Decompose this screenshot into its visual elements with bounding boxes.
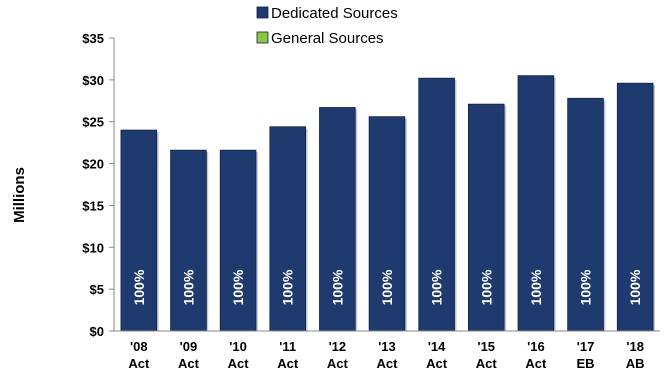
bar-dedicated-sources xyxy=(170,149,207,332)
bar-data-label: 100% xyxy=(180,269,196,305)
x-tick-label-type: Act xyxy=(128,356,150,371)
x-tick-label-year: '18 xyxy=(626,339,644,354)
y-tick-label: $15 xyxy=(82,198,104,213)
x-axis: '08 Act '09 Act '10 Act '11 Act '12 Act '13 Act '14 A… xyxy=(114,330,660,371)
y-tick-label: $0 xyxy=(90,324,104,339)
x-tick-label-year: '09 xyxy=(180,339,198,354)
bar-dedicated-sources xyxy=(468,103,505,332)
bar-data-label: 100% xyxy=(627,269,643,305)
bars: 100% 100% 100% 100% 100% 100% 100% 100% 100% 100%… xyxy=(120,75,656,332)
x-tick-label-type: EB xyxy=(577,356,595,371)
y-tick-label: $35 xyxy=(82,31,104,46)
bar-data-label: 100% xyxy=(478,269,494,305)
bar-dedicated-sources xyxy=(567,97,604,332)
x-tick-label-type: Act xyxy=(525,356,547,371)
x-tick-label-type: Act xyxy=(178,356,200,371)
bar-data-label: 100% xyxy=(578,269,594,305)
x-tick-label-type: Act xyxy=(327,356,349,371)
y-tick-label: $10 xyxy=(82,240,104,255)
y-tick-label: $5 xyxy=(90,282,104,297)
x-tick-label-year: '16 xyxy=(527,339,545,354)
legend-label: General Sources xyxy=(271,30,384,47)
x-tick-label-type: Act xyxy=(377,356,399,371)
x-tick-label-type: AB xyxy=(626,356,645,371)
x-tick-label-type: Act xyxy=(228,356,250,371)
x-tick-label-year: '11 xyxy=(279,339,296,354)
bar-data-label: 100% xyxy=(528,269,544,305)
bar-data-label: 100% xyxy=(379,269,395,305)
x-tick-label-type: Act xyxy=(277,356,299,371)
legend-swatch xyxy=(256,6,269,19)
x-tick-label-year: '17 xyxy=(577,339,595,354)
bar-dedicated-sources xyxy=(616,82,654,332)
legend-swatch xyxy=(256,31,269,44)
bar-data-label: 100% xyxy=(280,269,296,305)
legend-label: Dedicated Sources xyxy=(271,5,398,22)
x-tick-label-year: '14 xyxy=(428,339,446,354)
x-tick-label-year: '15 xyxy=(477,339,495,354)
y-tick-label: $25 xyxy=(82,115,104,130)
bar-dedicated-sources xyxy=(368,116,406,332)
x-tick-label-year: '13 xyxy=(378,339,396,354)
legend: Dedicated Sources General Sources xyxy=(256,5,398,47)
bar-data-label: 100% xyxy=(429,269,445,305)
x-tick-label-year: '08 xyxy=(130,339,148,354)
x-tick-label-year: '12 xyxy=(329,339,347,354)
x-tick-label-type: Act xyxy=(476,356,498,371)
bar-dedicated-sources xyxy=(219,149,257,332)
y-tick-label: $20 xyxy=(82,157,104,172)
bar-dedicated-sources xyxy=(517,75,555,332)
y-tick-label: $30 xyxy=(82,73,104,88)
y-axis-label: Millions xyxy=(11,167,28,223)
bar-data-label: 100% xyxy=(131,269,147,305)
bar-data-label: 100% xyxy=(329,269,345,305)
x-tick-label-type: Act xyxy=(426,356,448,371)
x-tick-label-year: '10 xyxy=(229,339,247,354)
bar-data-label: 100% xyxy=(230,269,246,305)
bar-dedicated-sources xyxy=(120,129,158,332)
bar-dedicated-sources xyxy=(319,107,356,332)
bar-dedicated-sources xyxy=(269,126,306,332)
y-axis: $0 $5 $10 $15 $20 $25 $30 $35 xyxy=(82,31,115,339)
